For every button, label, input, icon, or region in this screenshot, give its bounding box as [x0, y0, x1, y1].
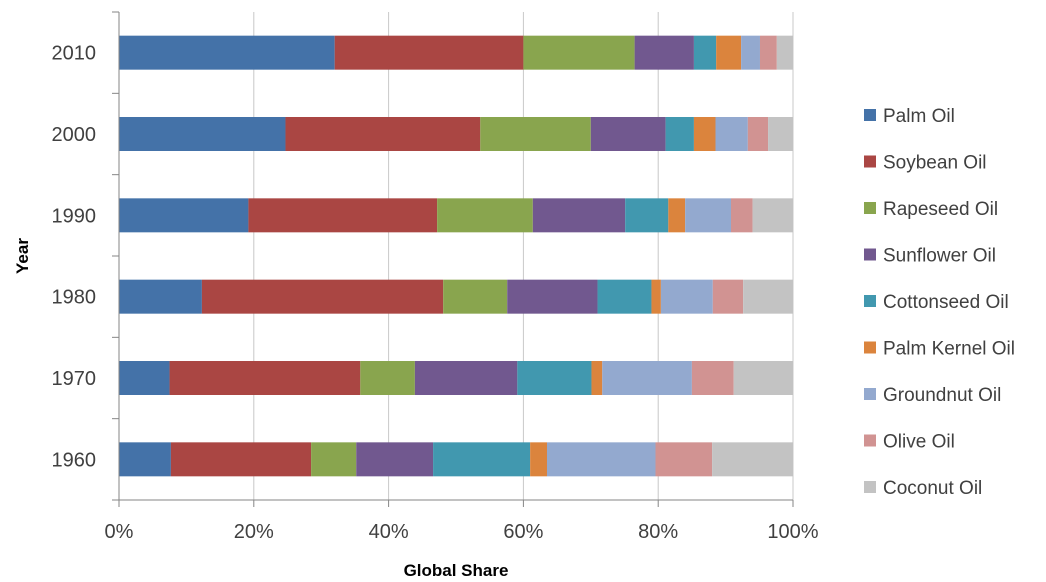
bar-segment: [360, 361, 415, 395]
bar-segment: [285, 117, 481, 151]
bar-segment: [119, 35, 335, 70]
bar-segment: [437, 198, 533, 233]
bar-segment: [119, 198, 249, 233]
axes: [112, 11, 794, 507]
x-axis-title: Global Share: [404, 561, 509, 580]
y-tick-label: 2010: [52, 43, 97, 65]
bar-segment: [759, 35, 777, 70]
legend-swatch: [864, 434, 876, 447]
legend-swatch: [864, 341, 876, 354]
bar-segment: [776, 35, 793, 70]
legend-swatch: [864, 388, 876, 400]
x-tick-label: 100%: [767, 521, 818, 543]
y-tick-labels: 2010 2000 1990 1980 1970 1960: [52, 43, 97, 472]
bar-segment: [668, 198, 686, 233]
bar-segment: [730, 198, 753, 233]
bar-segment: [768, 117, 793, 151]
x-tick-label: 80%: [638, 521, 678, 543]
bar-segment: [693, 35, 717, 70]
bar-segment: [119, 117, 286, 151]
bar-segment: [741, 35, 760, 70]
legend-swatch: [864, 481, 876, 493]
y-tick-label: 1990: [52, 205, 97, 227]
bar-segment: [414, 361, 518, 395]
bar-segment: [532, 198, 626, 233]
bar-segment: [602, 361, 692, 395]
bar-segment: [693, 117, 716, 151]
x-tick-label: 60%: [503, 521, 543, 543]
bar-segment: [248, 198, 438, 233]
legend-label: Sunflower Oil: [883, 246, 996, 267]
bar-segment: [691, 361, 734, 395]
y-tick-label: 2000: [52, 124, 97, 146]
bar-segment: [546, 442, 656, 477]
legend-label: Coconut Oil: [883, 478, 982, 499]
bar-segment: [507, 279, 598, 314]
bar-segment: [119, 279, 202, 314]
bar-segment: [597, 279, 652, 314]
legend-label: Palm Oil: [883, 106, 955, 127]
bar-segment: [660, 279, 713, 314]
bar-segment: [433, 442, 531, 477]
bar-segment: [634, 35, 694, 70]
bar-segment: [655, 442, 713, 477]
gridlines: [253, 12, 794, 500]
legend-label: Olive Oil: [883, 432, 955, 453]
bar-segment: [523, 35, 635, 70]
x-tick-label: 0%: [105, 521, 134, 543]
x-tick-labels: 0% 20% 40% 60% 80% 100%: [105, 521, 819, 543]
bar-segment: [712, 442, 793, 477]
y-axis-title: Year: [13, 238, 32, 274]
bar-segment: [625, 198, 669, 233]
bar-segment: [169, 361, 361, 395]
bars: [119, 35, 793, 477]
legend-label: Rapeseed Oil: [883, 199, 998, 220]
legend-swatch: [864, 248, 876, 261]
bar-segment: [443, 279, 508, 314]
legend-swatch: [864, 109, 876, 121]
bar-segment: [665, 117, 694, 151]
x-tick-label: 20%: [234, 521, 274, 543]
bar-segment: [517, 361, 592, 395]
bar-segment: [716, 35, 742, 70]
legend-label: Soybean Oil: [883, 153, 987, 174]
bar-segment: [480, 117, 591, 151]
legend-swatch: [864, 155, 876, 168]
bar-segment: [201, 279, 444, 314]
bar-segment: [747, 117, 769, 151]
bar-segment: [530, 442, 547, 477]
bar-segment: [591, 361, 603, 395]
legend-label: Cottonseed Oil: [883, 292, 1009, 313]
y-tick-label: 1970: [52, 368, 97, 390]
y-tick-label: 1960: [52, 449, 97, 471]
bar-segment: [170, 442, 312, 477]
bar-segment: [311, 442, 357, 477]
bar-segment: [752, 198, 793, 233]
y-tick-label: 1980: [52, 287, 97, 309]
bar-segment: [356, 442, 434, 477]
bar-segment: [715, 117, 748, 151]
bar-segment: [685, 198, 731, 233]
bar-segment: [590, 117, 666, 151]
legend-label: Groundnut Oil: [883, 385, 1001, 406]
legend-swatch: [864, 202, 876, 214]
bar-segment: [119, 361, 170, 395]
bar-segment: [743, 279, 793, 314]
legend-swatch: [864, 295, 876, 307]
legend: Palm Oil Soybean Oil Rapeseed Oil Sunflower…: [864, 106, 1015, 499]
legend-label: Palm Kernel Oil: [883, 339, 1015, 360]
bar-segment: [733, 361, 793, 395]
bar-segment: [712, 279, 744, 314]
bar-segment: [334, 35, 524, 70]
bar-segment: [119, 442, 171, 477]
x-tick-label: 40%: [369, 521, 409, 543]
bar-segment: [651, 279, 661, 314]
